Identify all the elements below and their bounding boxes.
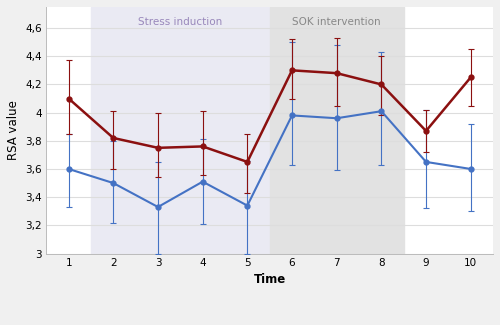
Bar xyxy=(91,7,270,254)
Y-axis label: RSA value: RSA value xyxy=(7,100,20,160)
X-axis label: Time: Time xyxy=(254,273,286,286)
Text: Stress induction: Stress induction xyxy=(138,17,222,27)
Text: SOK intervention: SOK intervention xyxy=(292,17,381,27)
Bar xyxy=(270,7,404,254)
